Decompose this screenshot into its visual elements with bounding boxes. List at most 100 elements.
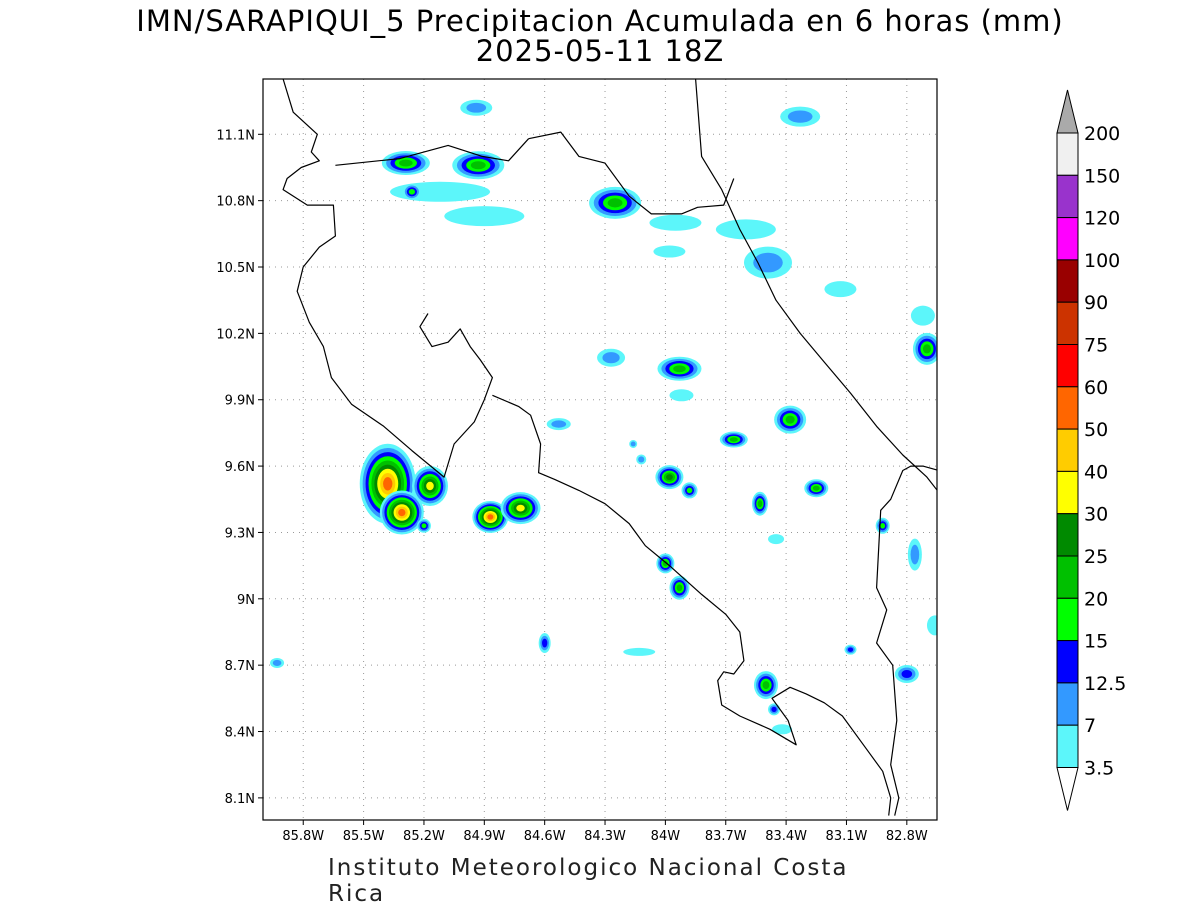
lon-tick-label: 83.4W	[765, 829, 807, 844]
precip-contour	[466, 102, 487, 113]
map-gridlines	[263, 79, 937, 820]
colorbar-label: 150	[1084, 165, 1120, 187]
precip-cell	[546, 418, 571, 431]
precip-cell	[804, 479, 829, 498]
precip-cell	[500, 492, 541, 525]
map-axis-ticks: 11.1N 10.8N 10.5N 10.2N 9.9N 9.6N 9.3N 9N 8.7N 8.…	[216, 128, 928, 844]
precip-cell	[681, 482, 698, 499]
precip-contour	[398, 159, 413, 167]
lat-tick-label: 10.2N	[216, 327, 255, 342]
precip-contour	[771, 706, 777, 713]
colorbar-label: 75	[1084, 335, 1108, 357]
precip-contour	[630, 441, 636, 447]
precip-cell	[719, 431, 748, 448]
precip-patch-light	[772, 724, 793, 735]
precip-cell	[907, 538, 922, 571]
precip-contour	[272, 659, 282, 667]
colorbar-swatch	[1056, 344, 1079, 388]
colorbar-bottom-arrow	[1056, 767, 1079, 811]
colorbar-label: 90	[1084, 292, 1108, 314]
precip-cell	[379, 490, 424, 535]
colorbar-label: 50	[1084, 419, 1108, 441]
colorbar-label: 30	[1084, 504, 1108, 526]
precip-contour	[470, 161, 486, 170]
precip-cell	[472, 500, 509, 533]
precip-patch-light	[910, 305, 935, 326]
lat-tick-label: 9.6N	[225, 460, 255, 475]
precip-cell	[768, 703, 781, 716]
lat-tick-label: 9.3N	[225, 526, 255, 541]
colorbar-swatch	[1056, 682, 1079, 726]
coastline-borders	[282, 79, 937, 816]
colorbar-swatch	[1056, 428, 1079, 472]
colorbar-swatch	[1056, 555, 1079, 599]
colorbar-swatch	[1056, 640, 1079, 684]
precip-contour	[383, 477, 393, 491]
colorbar-label: 20	[1084, 588, 1108, 610]
precip-contour	[487, 514, 494, 520]
lon-tick-label: 83.7W	[705, 829, 747, 844]
precip-cell	[780, 106, 821, 127]
precip-contour	[607, 198, 623, 208]
colorbar: 200 150 120 100 90 75 60 50 40 30 25 20 15 12.5 7 3.5	[1056, 89, 1126, 811]
map-frame	[262, 78, 938, 821]
precip-contour	[666, 474, 673, 481]
coastline-segment	[695, 79, 937, 492]
precip-contour	[847, 647, 854, 652]
colorbar-swatch	[1056, 132, 1079, 176]
lon-tick-label: 84.9W	[463, 829, 505, 844]
colorbar-label: 120	[1084, 208, 1120, 230]
colorbar-label: 40	[1084, 461, 1108, 483]
precip-contour	[686, 487, 693, 494]
precip-cell	[416, 518, 431, 533]
colorbar-label: 25	[1084, 546, 1108, 568]
precip-contour	[673, 365, 686, 373]
precip-contour	[757, 500, 763, 508]
colorbar-label: 3.5	[1084, 758, 1114, 780]
colorbar-swatch	[1056, 724, 1079, 769]
precip-cell	[597, 348, 626, 367]
precip-contour	[880, 523, 886, 529]
precip-contour	[398, 508, 406, 517]
precip-patch-light	[926, 615, 937, 636]
precip-contour	[787, 110, 813, 123]
precip-patch-light	[768, 534, 785, 545]
colorbar-swatch	[1056, 386, 1079, 430]
precip-cell	[402, 183, 421, 200]
lat-tick-label: 9N	[237, 593, 255, 608]
colorbar-label: 7	[1084, 715, 1096, 737]
precip-contour	[542, 638, 548, 648]
precip-cell	[655, 465, 684, 490]
precip-cell	[411, 465, 448, 506]
precip-contour	[901, 670, 913, 679]
lon-tick-label: 82.8W	[886, 829, 928, 844]
lat-tick-label: 9.9N	[225, 394, 255, 409]
precip-cell	[538, 633, 551, 654]
lat-tick-label: 8.7N	[225, 659, 255, 674]
colorbar-top-arrow	[1056, 89, 1079, 134]
precip-contour	[824, 281, 857, 298]
precip-cell	[774, 405, 807, 434]
precip-cell	[657, 356, 702, 381]
coastline-segment	[282, 79, 493, 478]
coastline-segment	[528, 131, 735, 215]
colorbar-label: 100	[1084, 250, 1120, 272]
lon-tick-label: 85.8W	[282, 829, 324, 844]
coastline-segment	[492, 394, 892, 816]
lon-tick-label: 85.5W	[343, 829, 385, 844]
lon-tick-label: 84.6W	[524, 829, 566, 844]
coastline-segment	[335, 138, 530, 166]
precip-cell	[629, 439, 638, 448]
precip-contour	[762, 681, 770, 690]
colorbar-swatch	[1056, 301, 1079, 346]
precip-patch-light	[623, 647, 656, 656]
footer-credit: Instituto Meteorologico Nacional Costa R…	[328, 855, 849, 907]
lat-tick-label: 10.5N	[216, 261, 255, 276]
precip-patch-light	[715, 219, 776, 240]
lat-tick-label: 8.4N	[225, 726, 255, 741]
precip-contour	[812, 485, 820, 491]
map-subtitle-date: 2025-05-11 18Z	[475, 34, 725, 68]
precip-contour	[729, 437, 738, 442]
colorbar-swatch	[1056, 513, 1079, 557]
